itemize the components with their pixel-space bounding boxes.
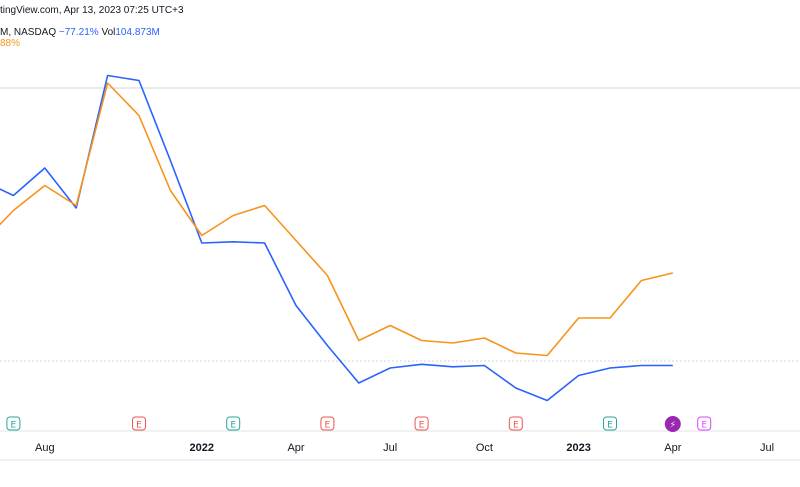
event-marker-green[interactable]: E — [226, 416, 241, 431]
event-marker-label: ⚡ — [670, 421, 676, 431]
x-axis: Aug 2022 Apr Jul Oct 2023 Apr Jul — [35, 442, 774, 454]
event-marker-green[interactable]: E — [6, 416, 21, 431]
series-lines — [0, 74, 673, 402]
series-line-1[interactable] — [0, 74, 673, 402]
event-marker-label: E — [419, 421, 425, 431]
x-tick-label: 2022 — [190, 442, 214, 454]
earnings-marker-box — [508, 416, 523, 431]
series-line-2[interactable] — [0, 82, 673, 357]
event-marker-label: E — [701, 421, 707, 431]
volume-value: 104.873M — [115, 27, 160, 38]
x-tick-label: Apr — [664, 442, 681, 454]
earnings-marker-box — [132, 416, 146, 431]
event-marker-green[interactable]: E — [603, 416, 617, 431]
event-marker-red[interactable]: E — [508, 416, 523, 431]
event-marker-label: E — [607, 421, 613, 431]
symbol-legend[interactable]: M, NASDAQ −77.21% Vol104.873M — [0, 27, 160, 38]
chart-header: tingView.com, Apr 13, 2023 07:25 UTC+3 M… — [0, 0, 800, 56]
x-tick-label: Jul — [383, 442, 397, 454]
earnings-marker-box — [603, 416, 617, 431]
event-markers: E E E E E E E ⚡ E — [6, 416, 712, 432]
event-marker-upcoming[interactable]: E — [697, 416, 712, 431]
x-tick-label: 2023 — [566, 442, 590, 454]
event-marker-label: E — [11, 421, 17, 431]
earnings-marker-box — [226, 416, 241, 431]
event-marker-red[interactable]: E — [414, 416, 429, 431]
x-tick-label: Jul — [760, 442, 774, 454]
x-tick-label: Oct — [476, 442, 493, 454]
source-timestamp: tingView.com, Apr 13, 2023 07:25 UTC+3 — [0, 5, 184, 16]
compare-legend[interactable]: 88% — [0, 38, 20, 49]
earnings-marker-box — [697, 416, 712, 431]
event-marker-red[interactable]: E — [320, 416, 335, 431]
event-marker-label: E — [325, 421, 331, 431]
split-marker-circle — [664, 416, 681, 432]
event-marker-split[interactable]: ⚡ — [664, 416, 681, 432]
earnings-marker-box — [320, 416, 335, 431]
event-marker-label: E — [136, 421, 142, 431]
event-marker-label: E — [230, 421, 236, 431]
volume-label: Vol — [101, 27, 116, 38]
compare-change-percent: 88% — [0, 38, 21, 49]
event-marker-red[interactable]: E — [132, 416, 146, 431]
gridlines — [0, 87, 800, 461]
earnings-marker-box — [6, 416, 21, 431]
x-tick-label: Aug — [35, 442, 55, 454]
earnings-marker-box — [414, 416, 429, 431]
symbol-exchange: M, NASDAQ — [0, 27, 57, 38]
event-marker-label: E — [513, 421, 519, 431]
source-timestamp-text: tingView.com, Apr 13, 2023 07:25 UTC+3 — [0, 5, 184, 16]
x-tick-label: Apr — [287, 442, 304, 454]
change-percent: −77.21% — [58, 27, 99, 38]
